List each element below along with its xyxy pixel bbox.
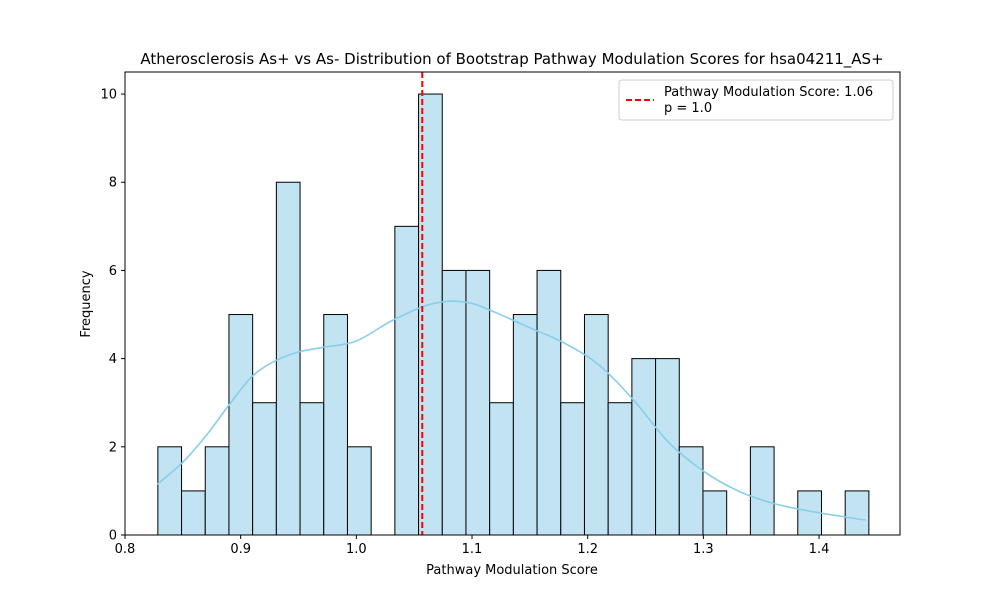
x-tick-label: 0.9	[230, 542, 251, 557]
histogram-bar	[749, 446, 775, 536]
axes-frame	[124, 71, 901, 536]
histogram-bar	[252, 402, 277, 536]
histogram-bar	[465, 269, 491, 536]
histogram-bar	[228, 314, 254, 536]
legend-label-score: Pathway Modulation Score: 1.06	[664, 85, 873, 100]
histogram-bar	[204, 446, 230, 536]
histogram-bar	[536, 269, 562, 536]
y-tick-label: 10	[100, 88, 117, 103]
x-tick-label: 1.3	[693, 542, 714, 557]
legend: Pathway Modulation Score: 1.06 p = 1.0	[618, 79, 894, 121]
x-axis-ticks: 0.8 0.9 1.0 1.1 1.2 1.3 1.4	[115, 535, 830, 557]
legend-box	[618, 79, 894, 121]
histogram-bar	[655, 358, 680, 536]
x-tick-label: 1.2	[577, 542, 598, 557]
histogram-bar	[844, 490, 870, 536]
histogram-bar	[678, 446, 704, 536]
histogram-bar	[346, 446, 372, 536]
y-tick-label: 8	[109, 176, 117, 191]
x-axis-label: Pathway Modulation Score	[426, 563, 598, 578]
y-axis-label: Frequency	[79, 270, 94, 337]
histogram-bar	[489, 402, 514, 536]
y-tick-label: 4	[109, 352, 117, 367]
chart-title: Atherosclerosis As+ vs As- Distribution …	[140, 50, 883, 69]
histogram-bar	[157, 446, 183, 536]
x-tick-label: 1.0	[346, 542, 367, 557]
x-tick-label: 0.8	[115, 542, 136, 557]
histogram-bar	[323, 314, 348, 536]
histogram-bar	[702, 490, 728, 536]
histogram-bar	[631, 358, 657, 536]
histogram-bars	[157, 93, 870, 536]
x-tick-label: 1.1	[462, 542, 483, 557]
y-axis-ticks: 0 2 4 6 8 10	[100, 88, 125, 544]
histogram-bar	[441, 269, 467, 536]
y-tick-label: 6	[109, 264, 117, 279]
histogram-bar	[583, 314, 609, 536]
x-tick-label: 1.4	[809, 542, 830, 557]
histogram-bar	[394, 225, 420, 536]
histogram-bar	[299, 402, 325, 536]
histogram-bar	[181, 490, 206, 536]
histogram-bar	[560, 402, 585, 536]
legend-label-pvalue: p = 1.0	[664, 101, 712, 116]
kde-curve	[156, 300, 866, 521]
y-tick-label: 0	[109, 529, 117, 544]
y-tick-label: 2	[109, 440, 117, 455]
histogram-bar	[512, 314, 538, 536]
histogram-bar	[607, 402, 633, 536]
